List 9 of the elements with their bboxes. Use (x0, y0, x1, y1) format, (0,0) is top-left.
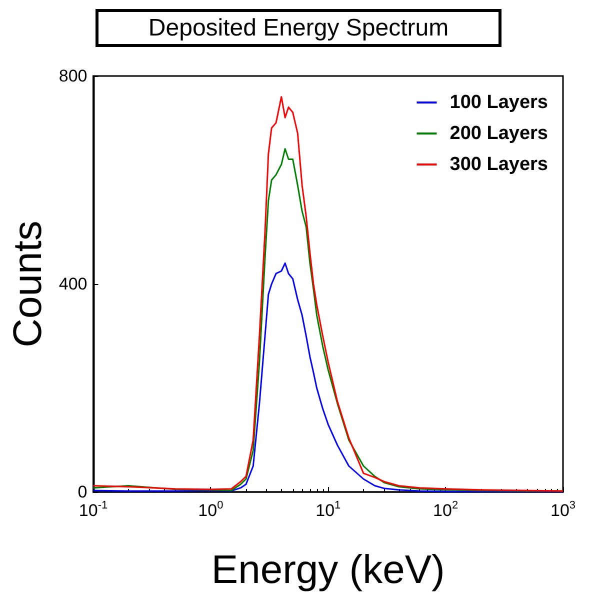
y-tick-label: 0 (78, 482, 88, 502)
legend-label: 100 Layers (450, 92, 548, 113)
y-tick-label: 800 (58, 66, 88, 86)
x-axis-title: Energy (keV) (211, 548, 445, 592)
legend-label: 200 Layers (450, 123, 548, 144)
y-axis-title: Counts (6, 220, 50, 348)
chart-title: Deposited Energy Spectrum (148, 14, 449, 42)
y-tick-label: 400 (58, 274, 88, 294)
legend-label: 300 Layers (450, 154, 548, 175)
